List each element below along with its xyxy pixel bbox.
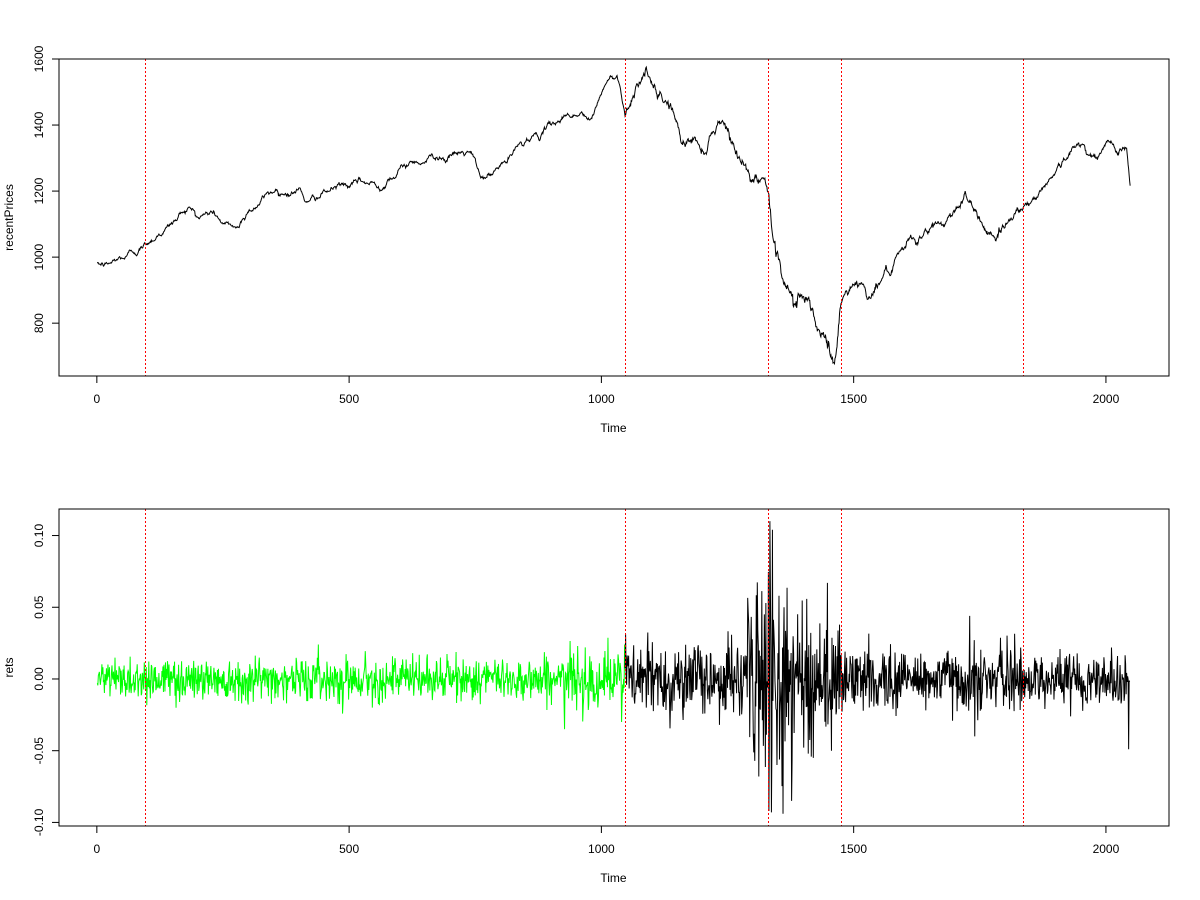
y-tick-label: 1400 <box>32 111 46 138</box>
y-tick-label: 0.00 <box>32 667 46 691</box>
x-tick-label: 500 <box>339 842 359 856</box>
x-tick-label: 1000 <box>588 392 615 406</box>
returns-plot: 0 500 1000 1500 2000 -0.10-0.050.000.050.10 … <box>2 508 1170 885</box>
returns-series-line <box>96 521 1131 814</box>
y-axis-title: rets <box>2 657 16 677</box>
y-tick-label: 1200 <box>32 177 46 204</box>
y-tick-label: -0.10 <box>32 808 46 836</box>
y-tick-label: 0.05 <box>32 595 46 619</box>
breakpoint-lines <box>145 59 1024 376</box>
y-axis: 800 1000 1200 1400 1600 <box>32 45 60 333</box>
x-axis: 0 500 1000 1500 2000 <box>93 825 1120 856</box>
x-tick-label: 1000 <box>588 842 615 856</box>
y-axis: -0.10 -0.05 0.00 0.05 0.10 <box>32 524 60 836</box>
x-tick-label: 2000 <box>1093 392 1120 406</box>
returns-out-sample-line <box>624 521 1131 814</box>
y-tick-label: -0.05 <box>32 737 46 765</box>
y-tick-label: 1600 <box>32 45 46 72</box>
x-axis: 0 500 1000 1500 2000 <box>93 375 1120 406</box>
price-plot: 0 500 1000 1500 2000 800 1000 1200 1400 1600 Tim… <box>2 45 1170 435</box>
x-tick-label: 0 <box>93 392 100 406</box>
y-tick-label: 1000 <box>32 243 46 270</box>
x-tick-label: 500 <box>339 392 359 406</box>
price-line <box>96 65 1131 366</box>
y-tick-label: 800 <box>32 313 46 333</box>
price-series-line <box>96 65 1131 366</box>
x-tick-label: 1500 <box>840 392 867 406</box>
y-tick-label: 0.10 <box>32 524 46 548</box>
returns-in-sample-line <box>96 637 626 730</box>
x-axis-title: Time <box>600 871 627 885</box>
x-axis-title: Time <box>600 421 627 435</box>
x-tick-label: 1500 <box>840 842 867 856</box>
breakpoint-lines <box>145 509 1024 826</box>
x-tick-label: 2000 <box>1093 842 1120 856</box>
y-axis-title: recentPrices <box>2 184 16 251</box>
x-tick-label: 0 <box>93 842 100 856</box>
